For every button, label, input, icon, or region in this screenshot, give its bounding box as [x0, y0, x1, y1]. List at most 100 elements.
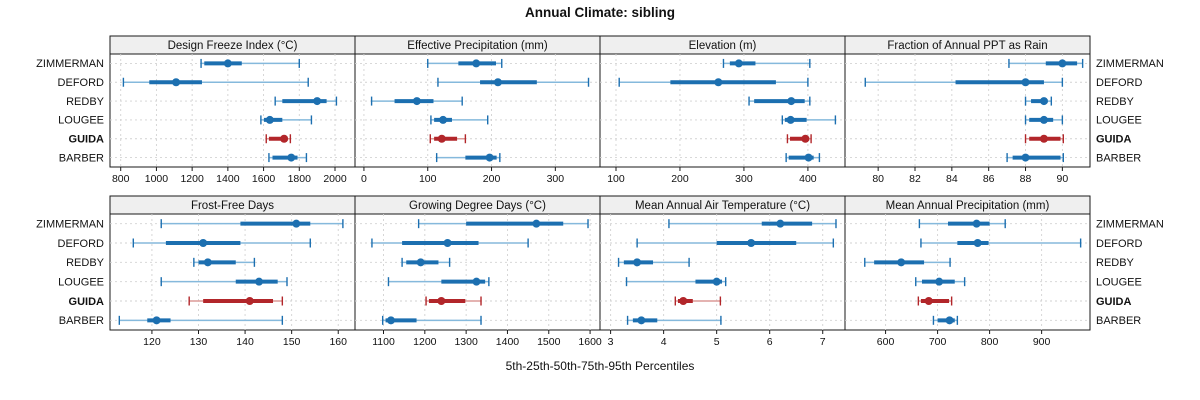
axis-tick-label: 200 — [671, 173, 689, 185]
percentile-row-guida — [429, 134, 467, 144]
median-dot — [1039, 97, 1048, 106]
axis-tick-label: 120 — [143, 336, 161, 348]
axis-tick-label: 100 — [607, 173, 625, 185]
panel-title: Frost-Free Days — [191, 200, 274, 212]
station-label-right-redby: REDBY — [1096, 96, 1135, 108]
axis-tick-label: 1500 — [537, 336, 561, 348]
percentile-row-guida — [265, 134, 292, 144]
percentile-row-zimmerman — [668, 219, 837, 229]
percentile-row-deford — [636, 238, 835, 248]
station-labels-row-1: ZIMMERMAN ZIMMERMAN DEFORD DEFORD REDBY REDBY… — [36, 218, 1164, 327]
axis-tick-label: 1400 — [496, 336, 520, 348]
axis-tick-label: 900 — [1033, 336, 1051, 348]
percentile-row-barber — [118, 315, 284, 325]
panel-elevation: Elevation (m) 100 200 300 400 — [599, 35, 846, 185]
median-dot — [152, 316, 161, 325]
percentile-row-deford — [371, 238, 529, 248]
panel-title: Mean Annual Air Temperature (°C) — [635, 200, 810, 212]
axis-tick-label: 3 — [608, 336, 614, 348]
percentile-row-redby — [370, 96, 463, 106]
percentile-row-guida — [917, 296, 953, 306]
median-dot — [786, 115, 795, 124]
percentile-row-guida — [425, 296, 482, 306]
median-dot — [437, 297, 446, 305]
percentile-row-zimmerman — [417, 219, 589, 229]
station-label-right-zimmerman: ZIMMERMAN — [1096, 218, 1164, 230]
median-dot — [801, 134, 810, 143]
median-dot — [935, 277, 944, 286]
percentile-row-lougee — [387, 277, 490, 287]
percentile-row-zimmerman — [1008, 58, 1084, 68]
panel-title: Effective Precipitation (mm) — [407, 40, 548, 52]
median-dot — [679, 297, 688, 305]
station-label-left-redby: REDBY — [66, 257, 105, 269]
axis-tick-label: 700 — [929, 336, 947, 348]
median-dot — [416, 258, 425, 267]
axis-tick-label: 1600 — [252, 173, 276, 185]
axis-tick-label: 100 — [419, 173, 437, 185]
median-dot — [1058, 59, 1067, 68]
median-dot — [924, 297, 933, 305]
median-dot — [203, 258, 212, 267]
axis-tick-label: 6 — [767, 336, 773, 348]
percentile-row-zimmerman — [427, 58, 503, 68]
median-dot — [1021, 153, 1030, 162]
panel-plot-area — [109, 53, 356, 168]
median-dot — [945, 316, 954, 325]
percentile-row-deford — [618, 77, 809, 87]
axis-tick-label: 7 — [820, 336, 826, 348]
percentile-row-lougee — [430, 115, 489, 125]
panel-plot-area — [844, 53, 1091, 168]
axis-tick-label: 84 — [946, 173, 958, 185]
median-dot — [292, 219, 301, 228]
station-label-right-guida: GUIDA — [1096, 134, 1132, 146]
panel-design-freeze-index: Design Freeze Index (°C) 800 1000 1200 1400 1… — [109, 35, 356, 185]
axis-tick-label: 1200 — [180, 173, 204, 185]
panel-title: Mean Annual Precipitation (mm) — [886, 200, 1050, 212]
station-label-right-barber: BARBER — [1096, 152, 1141, 164]
percentile-row-lougee — [781, 115, 837, 125]
axis-tick-label: 1600 — [578, 336, 602, 348]
axis-tick-label: 82 — [909, 173, 921, 185]
median-dot — [280, 134, 289, 143]
median-dot — [472, 59, 481, 68]
percentile-row-guida — [786, 134, 812, 144]
percentile-row-barber — [1006, 153, 1064, 163]
median-dot — [223, 59, 232, 68]
median-dot — [255, 277, 264, 286]
median-dot — [897, 258, 906, 267]
panel-mean-annual-air-temperature: Mean Annual Air Temperature (°C) 3 4 5 6 7 — [599, 195, 846, 348]
median-dot — [714, 78, 723, 87]
station-label-right-guida: GUIDA — [1096, 296, 1132, 308]
panel-title: Design Freeze Index (°C) — [168, 40, 298, 52]
percentile-row-barber — [626, 315, 722, 325]
station-label-right-deford: DEFORD — [1096, 77, 1143, 89]
median-dot — [313, 97, 322, 106]
percentile-row-barber — [932, 315, 959, 325]
axis-tick-label: 160 — [329, 336, 347, 348]
percentile-row-barber — [785, 153, 821, 163]
percentile-row-redby — [617, 257, 690, 267]
axis-tick-label: 88 — [1020, 173, 1032, 185]
median-dot — [973, 239, 982, 247]
axis-tick-label: 1300 — [454, 336, 478, 348]
median-dot — [287, 153, 296, 162]
station-labels-row-0: ZIMMERMAN ZIMMERMAN DEFORD DEFORD REDBY REDBY… — [36, 58, 1164, 164]
median-dot — [734, 59, 743, 68]
station-label-left-zimmerman: ZIMMERMAN — [36, 58, 104, 70]
median-dot — [265, 115, 274, 124]
axis-tick-label: 5 — [714, 336, 720, 348]
median-dot — [493, 78, 502, 87]
percentile-row-zimmerman — [918, 219, 1006, 229]
percentile-row-deford — [864, 77, 1064, 87]
median-dot — [633, 258, 642, 267]
axis-tick-label: 140 — [236, 336, 254, 348]
percentile-row-redby — [864, 257, 951, 267]
median-dot — [439, 115, 448, 124]
percentile-row-zimmerman — [200, 58, 300, 68]
panel-fraction-annual-ppt-rain: Fraction of Annual PPT as Rain 80 82 84 86 88… — [844, 35, 1091, 185]
panel-plot-area — [109, 213, 356, 331]
percentile-row-redby — [1024, 96, 1053, 106]
